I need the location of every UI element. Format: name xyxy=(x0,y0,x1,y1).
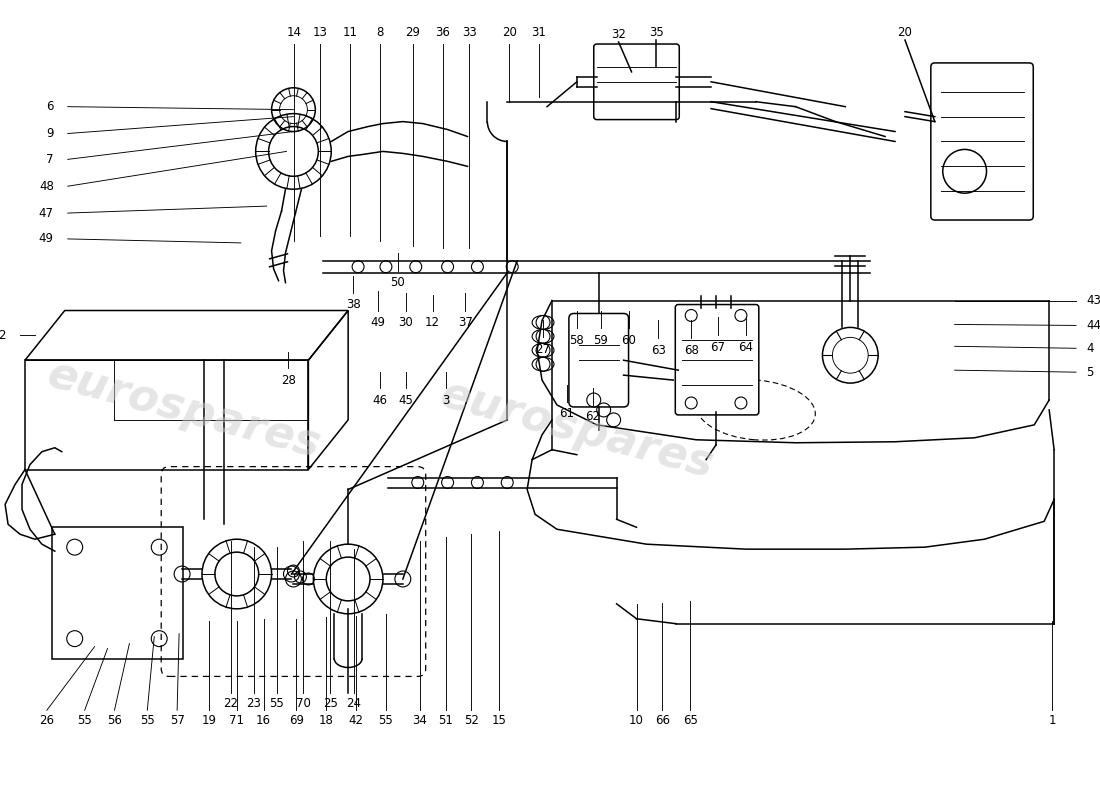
Text: 49: 49 xyxy=(371,316,385,329)
Text: 3: 3 xyxy=(442,394,449,406)
Text: 12: 12 xyxy=(426,316,440,329)
Text: 37: 37 xyxy=(458,316,473,329)
Text: 9: 9 xyxy=(46,127,54,140)
Text: 25: 25 xyxy=(322,697,338,710)
Text: 60: 60 xyxy=(621,334,636,347)
Text: eurospares: eurospares xyxy=(436,373,718,487)
Text: 58: 58 xyxy=(570,334,584,347)
Text: 71: 71 xyxy=(229,714,244,726)
Text: eurospares: eurospares xyxy=(43,353,326,467)
Text: 27: 27 xyxy=(536,342,550,356)
Text: 2: 2 xyxy=(0,329,7,342)
Text: 33: 33 xyxy=(462,26,476,38)
Text: 59: 59 xyxy=(593,334,608,347)
Text: 36: 36 xyxy=(436,26,450,38)
Text: 23: 23 xyxy=(246,697,261,710)
Text: 55: 55 xyxy=(77,714,92,726)
Text: 8: 8 xyxy=(376,26,384,38)
Text: 65: 65 xyxy=(683,714,697,726)
Text: 18: 18 xyxy=(319,714,333,726)
Text: 55: 55 xyxy=(378,714,394,726)
FancyBboxPatch shape xyxy=(569,314,628,407)
Text: 13: 13 xyxy=(312,26,328,38)
Text: 52: 52 xyxy=(464,714,478,726)
Text: 11: 11 xyxy=(342,26,358,38)
Text: 70: 70 xyxy=(296,697,311,710)
Text: 45: 45 xyxy=(398,394,414,406)
Text: 30: 30 xyxy=(398,316,414,329)
Text: 49: 49 xyxy=(39,233,54,246)
Text: 35: 35 xyxy=(649,26,663,38)
Text: 28: 28 xyxy=(282,374,296,386)
Text: 61: 61 xyxy=(560,407,574,421)
Text: 20: 20 xyxy=(502,26,517,38)
Text: 67: 67 xyxy=(711,341,726,354)
Text: 5: 5 xyxy=(1086,366,1093,378)
Text: 56: 56 xyxy=(107,714,122,726)
Text: 31: 31 xyxy=(531,26,547,38)
Text: 66: 66 xyxy=(654,714,670,726)
Text: 32: 32 xyxy=(612,27,626,41)
Text: 16: 16 xyxy=(256,714,271,726)
Text: 55: 55 xyxy=(140,714,155,726)
Text: 43: 43 xyxy=(1086,294,1100,307)
Text: 51: 51 xyxy=(438,714,453,726)
FancyBboxPatch shape xyxy=(675,305,759,415)
Text: 24: 24 xyxy=(346,697,362,710)
Text: 15: 15 xyxy=(492,714,507,726)
Text: 19: 19 xyxy=(201,714,217,726)
FancyBboxPatch shape xyxy=(594,44,680,119)
Text: 29: 29 xyxy=(405,26,420,38)
Text: 34: 34 xyxy=(412,714,427,726)
Text: 44: 44 xyxy=(1086,319,1100,332)
Text: 38: 38 xyxy=(345,298,361,311)
Text: 64: 64 xyxy=(738,341,754,354)
Text: 22: 22 xyxy=(223,697,239,710)
Text: 50: 50 xyxy=(390,276,405,289)
Text: 6: 6 xyxy=(46,100,54,113)
Text: 20: 20 xyxy=(898,26,912,38)
Text: 57: 57 xyxy=(169,714,185,726)
FancyBboxPatch shape xyxy=(931,63,1033,220)
Text: 7: 7 xyxy=(46,153,54,166)
Text: 69: 69 xyxy=(289,714,304,726)
Text: 46: 46 xyxy=(373,394,387,406)
Text: 68: 68 xyxy=(684,344,699,357)
Text: 1: 1 xyxy=(1048,714,1056,726)
Text: 14: 14 xyxy=(287,26,303,38)
Text: 63: 63 xyxy=(651,344,666,357)
Text: 4: 4 xyxy=(1086,342,1093,354)
Text: 26: 26 xyxy=(40,714,54,726)
Text: 62: 62 xyxy=(585,410,601,423)
Text: 55: 55 xyxy=(270,697,284,710)
Text: 48: 48 xyxy=(39,180,54,193)
Text: 47: 47 xyxy=(39,206,54,219)
Text: 10: 10 xyxy=(629,714,644,726)
Text: 42: 42 xyxy=(349,714,364,726)
